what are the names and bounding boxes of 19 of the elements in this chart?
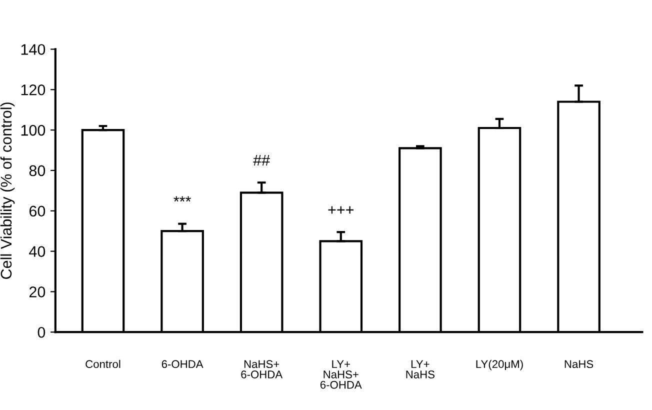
y-tick-label: 60 [29,206,46,217]
x-tick-label: Control [86,360,120,368]
y-tick-label: 140 [21,44,46,55]
y-tick-label: 0 [38,326,46,338]
y-tick-label: 40 [29,246,46,257]
x-tick-label: LY(20μM) [476,360,523,370]
annotation: *** [174,196,191,202]
y-tick-label: 20 [29,286,46,298]
x-tick-label: 6-OHDA [162,360,204,368]
y-tick-label: 120 [21,84,46,96]
annotation: ## [253,155,270,166]
y-tick-label: 100 [21,124,46,136]
y-axis-title: Cell Viability (% of control) [0,102,15,279]
x-tick-label: NaHS [564,360,594,368]
x-tick-label: LY+ NaHS+ 6-OHDA [320,360,362,389]
x-tick-label: LY+ NaHS [406,360,434,378]
x-tick-label: NaHS+ 6-OHDA [241,360,283,378]
annotation: +++ [328,206,354,214]
y-tick-label: 80 [29,165,46,176]
